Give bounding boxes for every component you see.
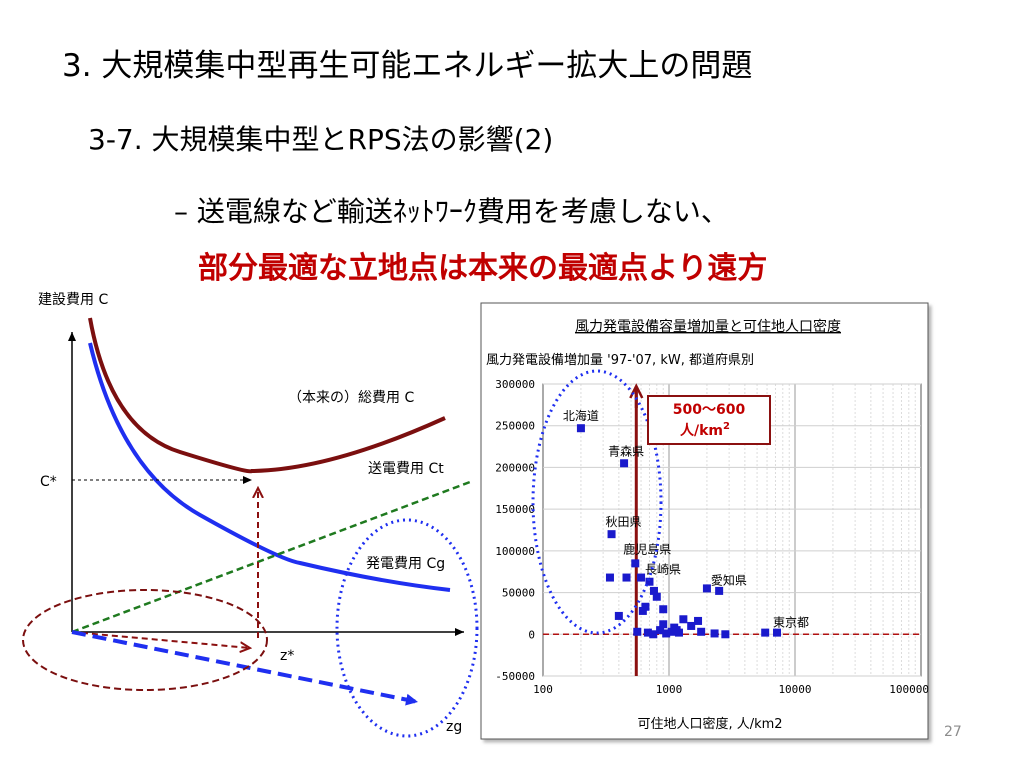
annotation-box: 500～600 人/km2 [647,395,771,445]
scatter-point [715,586,724,595]
generation-cost-curve [88,342,451,592]
y-tick-label: 150000 [495,503,535,516]
cstar-label: C* [40,474,57,490]
page-number: 27 [944,724,962,740]
point-label: 東京都 [773,616,809,630]
scatter-point [614,611,623,620]
scatter-point [694,616,703,625]
scatter-point [576,424,585,433]
x-tick-label: 1000 [656,683,683,696]
slide-title: 3. 大規模集中型再生可能エネルギー拡大上の問題 [62,48,753,84]
cost-diagram: 建設費用 C C* （本来の）総費用 C 送電費用 Ct 発電費用 Cg z* … [22,292,479,738]
chart-x-label: 可住地人口密度, 人/km2 [637,716,782,732]
y-tick-label: 300000 [495,378,535,391]
scatter-point [667,627,676,636]
zg-label: zg [446,719,462,735]
scatter-point [605,573,614,582]
annotation-line2: 人/km2 [680,421,730,439]
scatter-point [679,615,688,624]
low-density-ellipse [531,369,663,635]
scatter-point [672,626,681,635]
point-label: 青森県 [608,443,644,458]
scatter-point [633,627,642,636]
scatter-point [721,630,730,639]
y-tick-label: 0 [528,628,535,641]
y-tick-label: -50000 [495,670,535,683]
x-tick-label: 100 [533,683,553,696]
generation-cost-label: 発電費用 Cg [366,556,445,572]
optimal-region-ellipse [22,589,268,691]
scatter-point [773,628,782,637]
scatter-point [662,629,671,638]
scatter-point [622,573,631,582]
slide-subtitle: 3-7. 大規模集中型とRPS法の影響(2) [88,123,554,156]
transmission-cost-label: 送電費用 Ct [368,461,444,477]
diagram-y-axis-label: 建設費用 C [38,292,108,308]
point-label: 愛知県 [711,573,747,587]
scatter-point [697,627,706,636]
scatter-point [761,628,770,637]
y-tick-label: 200000 [495,461,535,474]
scatter-point [637,573,646,582]
chart-y-label: 風力発電設備増加量 '97-'07, kW, 都道府県別 [486,352,754,368]
transmission-cost-line [71,480,471,634]
point-label: 秋田県 [606,515,642,529]
scatter-point [620,459,629,468]
zstar-arrow [71,631,250,648]
scatter-point [643,628,652,637]
scatter-point [687,621,696,630]
y-tick-label: 250000 [495,420,535,433]
annotation-sup: 2 [723,421,730,432]
scatter-point [702,584,711,593]
point-label: 鹿児島県 [623,541,671,556]
scatter-point [631,559,640,568]
scatter-point [659,620,668,629]
scatter-point [649,630,658,639]
total-cost-label: （本来の）総費用 C [288,390,414,406]
annotation-unit: 人/km [680,422,723,439]
chart-title: 風力発電設備容量増加量と可住地人口密度 [575,318,841,335]
scatter-point [607,530,616,539]
annotation-frame [647,395,771,445]
scatter-point [638,606,647,615]
scatter-chart: 風力発電設備容量増加量と可住地人口密度 風力発電設備増加量 '97-'07, k… [480,302,929,740]
x-tick-label: 10000 [778,683,811,696]
point-label: 長崎県 [645,563,681,577]
highlight-text: 部分最適な立地点は本来の最適点より遠方 [198,251,768,286]
scatter-point [710,629,719,638]
tick-layer: 300000 250000 200000 150000 100000 50000 0 -500… [495,378,929,696]
zg-arrow [71,630,419,706]
y-tick-label: 100000 [495,545,535,558]
total-cost-curve [88,317,446,474]
scatter-point [649,586,658,595]
generation-region-ellipse [335,518,479,738]
scatter-point [652,592,661,601]
bullet-text: – 送電線など輸送ﾈｯﾄﾜｰｸ費用を考慮しない、 [174,195,729,228]
scatter-point [656,626,665,635]
y-tick-label: 50000 [502,587,535,600]
scatter-point [659,605,668,614]
x-tick-label: 100000 [889,683,929,696]
point-label: 北海道 [563,408,599,423]
scatter-point [641,602,650,611]
annotation-line1: 500～600 [673,402,746,418]
zstar-label: z* [280,648,294,664]
scatter-point [645,577,654,586]
